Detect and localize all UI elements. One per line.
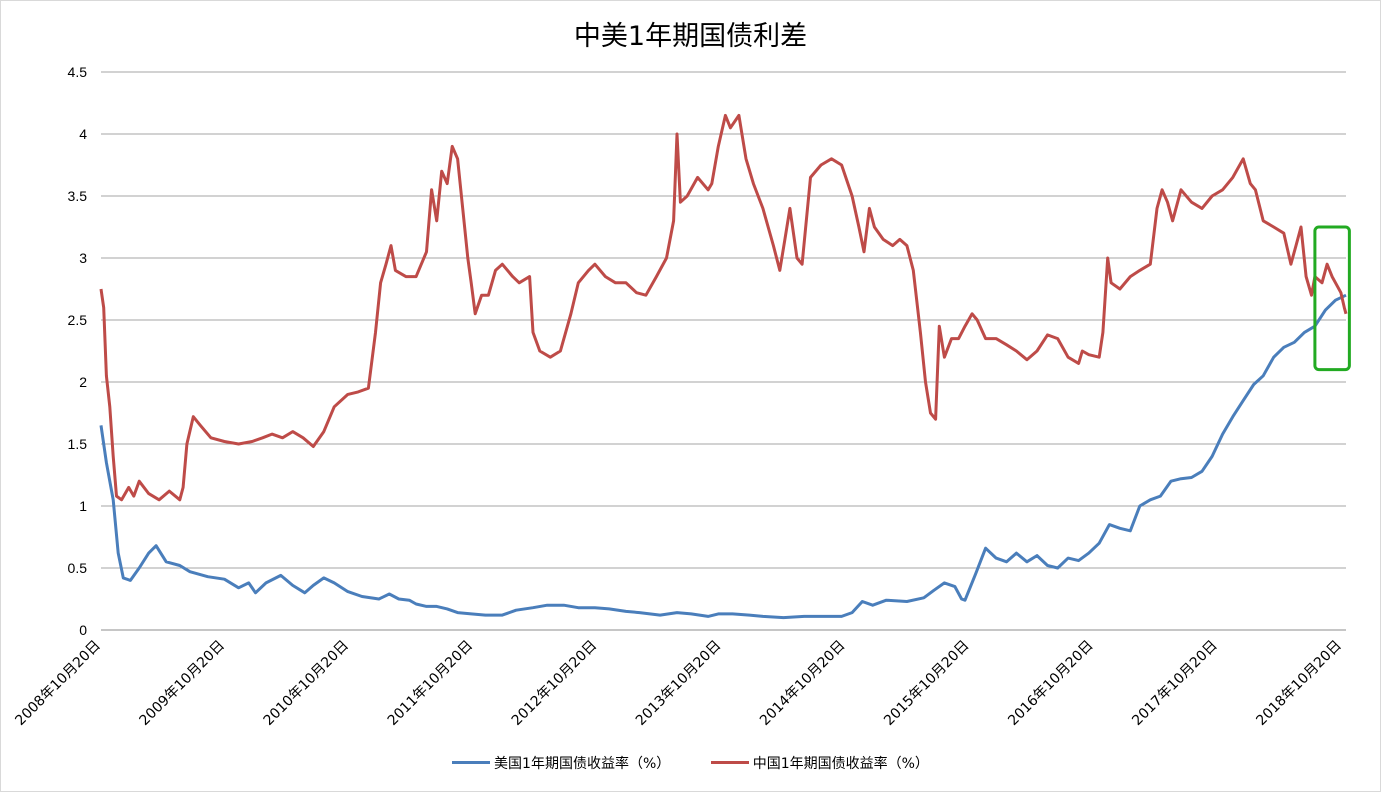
x-tick-label: 2010年10月20日	[261, 638, 352, 729]
x-tick-label: 2015年10月20日	[881, 638, 972, 729]
annotations	[1313, 225, 1351, 372]
series-line-cn	[99, 113, 1348, 502]
y-axis-ticks: 0 0.5 1 1.5 2 2.5 3 3.5 4 4.5	[68, 64, 88, 638]
y-tick-label: 1	[79, 498, 87, 514]
x-tick-label: 2012年10月20日	[509, 638, 600, 729]
x-tick-label: 2014年10月20日	[757, 638, 848, 729]
legend: 美国1年期国债收益率（%） 中国1年期国债收益率（%）	[0, 752, 1381, 773]
x-tick-label: 2016年10月20日	[1005, 638, 1096, 729]
legend-swatch-cn	[710, 761, 749, 764]
legend-item-cn: 中国1年期国债收益率（%）	[710, 753, 929, 773]
y-tick-label: 4	[79, 126, 87, 142]
series-line-us	[99, 293, 1347, 620]
series-lines	[99, 113, 1348, 620]
x-tick-label: 2008年10月20日	[12, 638, 103, 729]
x-tick-label: 2018年10月20日	[1253, 638, 1344, 729]
legend-swatch-us	[452, 761, 491, 764]
y-tick-label: 0.5	[68, 560, 88, 576]
x-tick-label: 2009年10月20日	[137, 638, 228, 729]
x-tick-label: 2017年10月20日	[1129, 638, 1220, 729]
gridlines	[101, 71, 1346, 631]
legend-label-us: 美国1年期国债收益率（%）	[494, 755, 671, 772]
legend-label-cn: 中国1年期国债收益率（%）	[752, 755, 929, 772]
y-tick-label: 4.5	[68, 64, 88, 80]
y-tick-label: 1.5	[68, 436, 88, 452]
x-axis-ticks: 2008年10月20日 2009年10月20日 2010年10月20日 2011年10…	[12, 638, 1344, 729]
x-tick-label: 2013年10月20日	[633, 638, 724, 729]
chart-title: 中美1年期国债利差	[573, 21, 808, 52]
x-tick-label: 2011年10月20日	[385, 638, 476, 729]
y-tick-label: 0	[79, 622, 87, 638]
y-tick-label: 2	[79, 374, 87, 390]
y-tick-label: 3	[79, 250, 87, 266]
legend-item-us: 美国1年期国债收益率（%）	[452, 753, 670, 773]
y-tick-label: 2.5	[68, 312, 88, 328]
y-tick-label: 3.5	[68, 188, 88, 204]
highlight-box	[1313, 225, 1351, 372]
